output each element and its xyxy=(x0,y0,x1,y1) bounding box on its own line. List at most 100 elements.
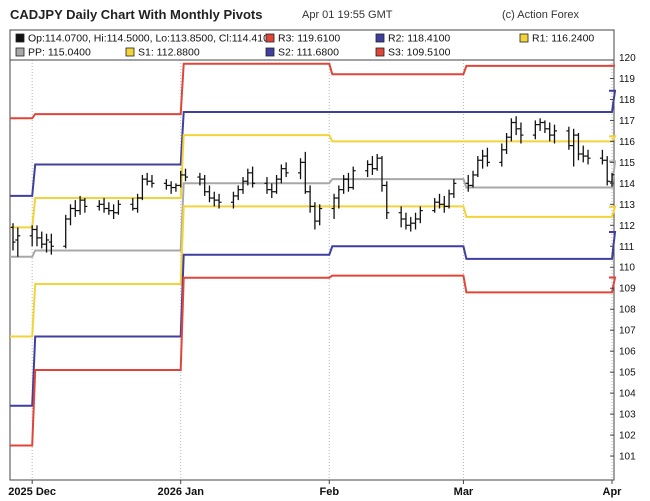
ohlc-bar xyxy=(135,193,141,213)
ohlc-bar xyxy=(374,153,380,171)
ohlc-bar xyxy=(34,225,40,247)
ohlc-bar xyxy=(163,179,169,190)
ohlc-bar xyxy=(599,149,605,165)
y-tick-label: 101 xyxy=(619,452,636,463)
y-tick-label: 103 xyxy=(619,410,636,421)
ohlc-bar xyxy=(111,204,117,219)
ohlc-bar xyxy=(571,128,577,167)
y-tick-label: 116 xyxy=(619,137,635,148)
ohlc-bar xyxy=(235,185,241,201)
y-tick-label: 109 xyxy=(619,284,636,295)
ohlc-bar xyxy=(551,124,557,144)
y-tick-label: 120 xyxy=(619,53,636,64)
ohlc-bar xyxy=(518,122,524,144)
ohlc-bar xyxy=(331,193,337,219)
y-tick-label: 106 xyxy=(619,347,636,358)
ohlc-bar xyxy=(575,133,581,161)
ohlc-bar xyxy=(15,227,21,257)
ohlc-bar xyxy=(264,177,270,194)
legend-swatch-ohlc xyxy=(15,33,25,43)
ohlc-bar xyxy=(384,181,390,219)
ohlc-bar xyxy=(417,206,423,224)
ohlc-bar xyxy=(173,183,179,192)
ohlc-bar xyxy=(451,179,457,199)
pivot-line-s3 xyxy=(10,274,617,447)
ohlc-bar xyxy=(250,166,256,188)
ohlc-bar xyxy=(436,193,442,209)
ohlc-bar xyxy=(336,185,342,209)
ohlc-bar xyxy=(48,233,54,255)
legend-label-s3: S3: 109.5100 xyxy=(388,47,451,59)
credit-text: (c) Action Forex xyxy=(502,9,580,21)
pivot-line-r1 xyxy=(10,134,617,229)
ohlc-bar xyxy=(413,212,419,230)
ohlc-bar xyxy=(604,156,610,186)
ohlc-bar xyxy=(115,200,121,215)
ohlc-bar xyxy=(230,191,236,209)
ohlc-bar xyxy=(101,198,107,213)
ohlc-bar xyxy=(341,174,347,194)
ohlc-bar xyxy=(547,122,553,142)
legend-swatch-s1 xyxy=(125,47,135,57)
y-tick-label: 115 xyxy=(619,158,635,169)
x-tick-label: Feb xyxy=(319,486,339,498)
ohlc-bar xyxy=(302,151,308,194)
ohlc-bar xyxy=(312,202,318,230)
ohlc-bar xyxy=(278,164,284,184)
ohlc-bar xyxy=(475,156,481,178)
ohlc-bar xyxy=(470,170,476,188)
ohlc-bar xyxy=(484,147,490,167)
y-tick-label: 104 xyxy=(619,389,636,400)
pivot-line-r2 xyxy=(10,89,617,197)
legend-label-r3: R3: 119.6100 xyxy=(278,33,340,45)
ohlc-bar xyxy=(398,206,404,228)
x-tick-label: 2026 Jan xyxy=(157,486,204,498)
ohlc-bar xyxy=(206,185,212,203)
ohlc-bar xyxy=(307,185,313,213)
chart-title: CADJPY Daily Chart With Monthly Pivots xyxy=(10,7,263,22)
timestamp: Apr 01 19:55 GMT xyxy=(302,9,393,21)
legend-swatch-r3 xyxy=(265,33,275,43)
pivot-line-r3 xyxy=(10,62,616,120)
ohlc-bar xyxy=(365,160,371,178)
ohlc-bar xyxy=(609,172,615,187)
ohlc-bar xyxy=(585,149,591,165)
ohlc-bar xyxy=(68,204,74,226)
ohlc-bar xyxy=(537,118,543,131)
legend-label-ohlc: Op:114.0700, Hi:114.5000, Lo:113.8500, C… xyxy=(28,33,275,45)
ohlc-bar xyxy=(144,172,150,186)
ohlc-bar xyxy=(106,202,112,215)
ohlc-bar xyxy=(130,198,136,211)
ohlc-bar xyxy=(63,214,69,249)
y-tick-label: 117 xyxy=(619,116,635,127)
axes: 101 102 103 104 105 106 107 108 109 110 111 112 113 1… xyxy=(8,53,636,498)
ohlc-bar xyxy=(240,177,246,194)
pivot-line-s2 xyxy=(10,231,617,407)
ohlc-bar xyxy=(403,212,409,230)
ohlc-bar xyxy=(269,183,275,199)
ohlc-bar xyxy=(211,191,217,207)
ohlc-bar xyxy=(274,174,280,194)
ohlc-bar xyxy=(513,116,519,136)
y-tick-label: 108 xyxy=(619,305,636,316)
ohlc-bars xyxy=(10,116,615,257)
ohlc-bar xyxy=(379,156,385,192)
ohlc-bar xyxy=(168,181,174,194)
ohlc-bar xyxy=(298,158,304,180)
ohlc-bar xyxy=(77,195,83,215)
legend-label-r2: R2: 118.4100 xyxy=(388,33,450,45)
legend-box xyxy=(9,29,615,61)
ohlc-bar xyxy=(542,120,548,133)
ohlc-bar xyxy=(532,120,538,140)
x-tick-label: Mar xyxy=(454,486,474,498)
ohlc-bar xyxy=(317,204,323,226)
ohlc-bar xyxy=(39,231,45,249)
ohlc-bar xyxy=(441,195,447,213)
ohlc-bar xyxy=(508,118,514,142)
y-tick-label: 102 xyxy=(619,431,636,442)
ohlc-bar xyxy=(216,193,222,209)
legend-label-s1: S1: 112.8800 xyxy=(138,47,200,59)
ohlc-bar xyxy=(183,168,189,182)
y-tick-label: 114 xyxy=(619,179,635,190)
